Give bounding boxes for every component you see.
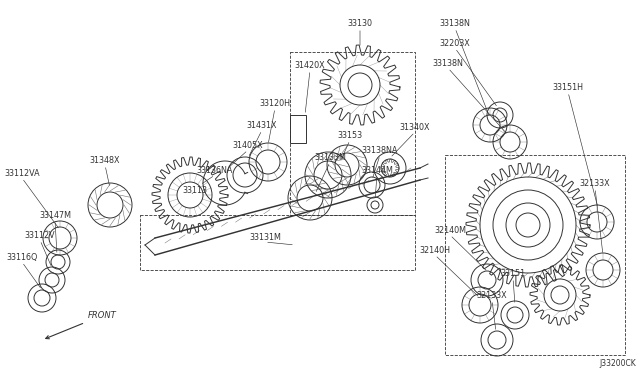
Text: 31431X: 31431X [247,121,277,130]
Text: 33138N: 33138N [433,59,463,68]
Text: 33113: 33113 [182,186,207,195]
Text: 33151H: 33151H [552,83,584,92]
Bar [445,155,625,355]
Text: 33133M: 33133M [314,153,346,162]
Text: 31420X: 31420X [294,61,325,70]
Text: 31340X: 31340X [400,123,430,132]
Text: 33147M: 33147M [39,211,71,220]
Bar [290,115,306,143]
Text: 33120H: 33120H [259,99,291,108]
Text: FRONT: FRONT [45,311,116,339]
Text: 33153: 33153 [337,131,363,140]
Bar [140,215,415,270]
Text: 33144M: 33144M [361,166,393,175]
Text: 33112V: 33112V [25,231,55,240]
Text: 32133X: 32133X [477,291,508,300]
Text: 31348X: 31348X [90,156,120,165]
Text: 31405X: 31405X [233,141,263,150]
Text: 33138NA: 33138NA [362,146,398,155]
Text: 33138N: 33138N [440,19,470,28]
Text: 32140H: 32140H [419,246,451,255]
Text: 32140M: 32140M [434,226,466,235]
Text: 33136NA: 33136NA [197,166,233,175]
Text: 32203X: 32203X [440,39,470,48]
Text: 33112VA: 33112VA [4,169,40,178]
Text: 32133X: 32133X [580,179,611,188]
Text: 33131M: 33131M [249,233,281,242]
Text: J33200CK: J33200CK [599,359,636,368]
Bar [290,52,415,215]
Text: 33151: 33151 [500,269,525,278]
Text: 33116Q: 33116Q [6,253,38,262]
Text: 33130: 33130 [348,19,372,28]
